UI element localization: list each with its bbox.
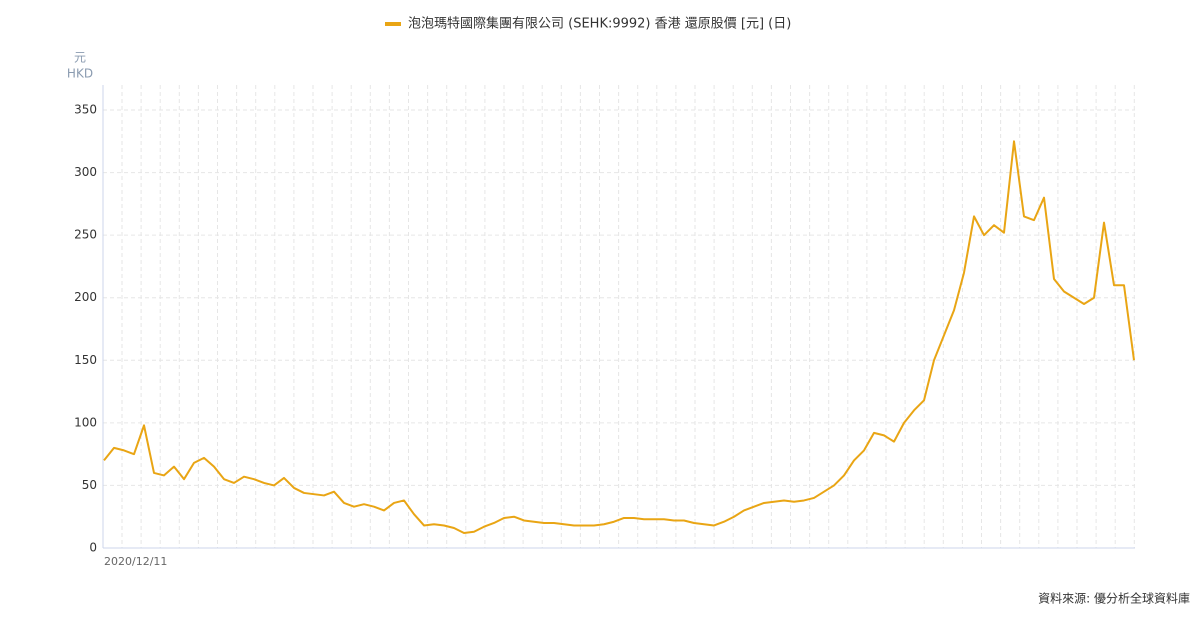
y-tick-label: 250 [74, 228, 97, 242]
y-tick-label: 100 [74, 415, 97, 429]
y-tick-label: 300 [74, 165, 97, 179]
line-series [103, 140, 1135, 534]
y-unit: 元 [74, 51, 86, 65]
x-tick-label: 2020/12/11 [104, 555, 167, 568]
source: 資料來源: 優分析全球資料庫 [1038, 591, 1190, 606]
y-tick-label: 200 [74, 290, 97, 304]
y-tick-label: 150 [74, 353, 97, 367]
y-tick-label: 0 [89, 541, 97, 555]
y-tick-label: 50 [82, 478, 97, 492]
legend-label[interactable]: 泡泡瑪特國際集團有限公司 (SEHK:9992) 香港 還原股價 [元] (日) [408, 16, 791, 32]
y-tick-label: 350 [74, 103, 97, 117]
y-axis-label: HKD [67, 67, 93, 81]
